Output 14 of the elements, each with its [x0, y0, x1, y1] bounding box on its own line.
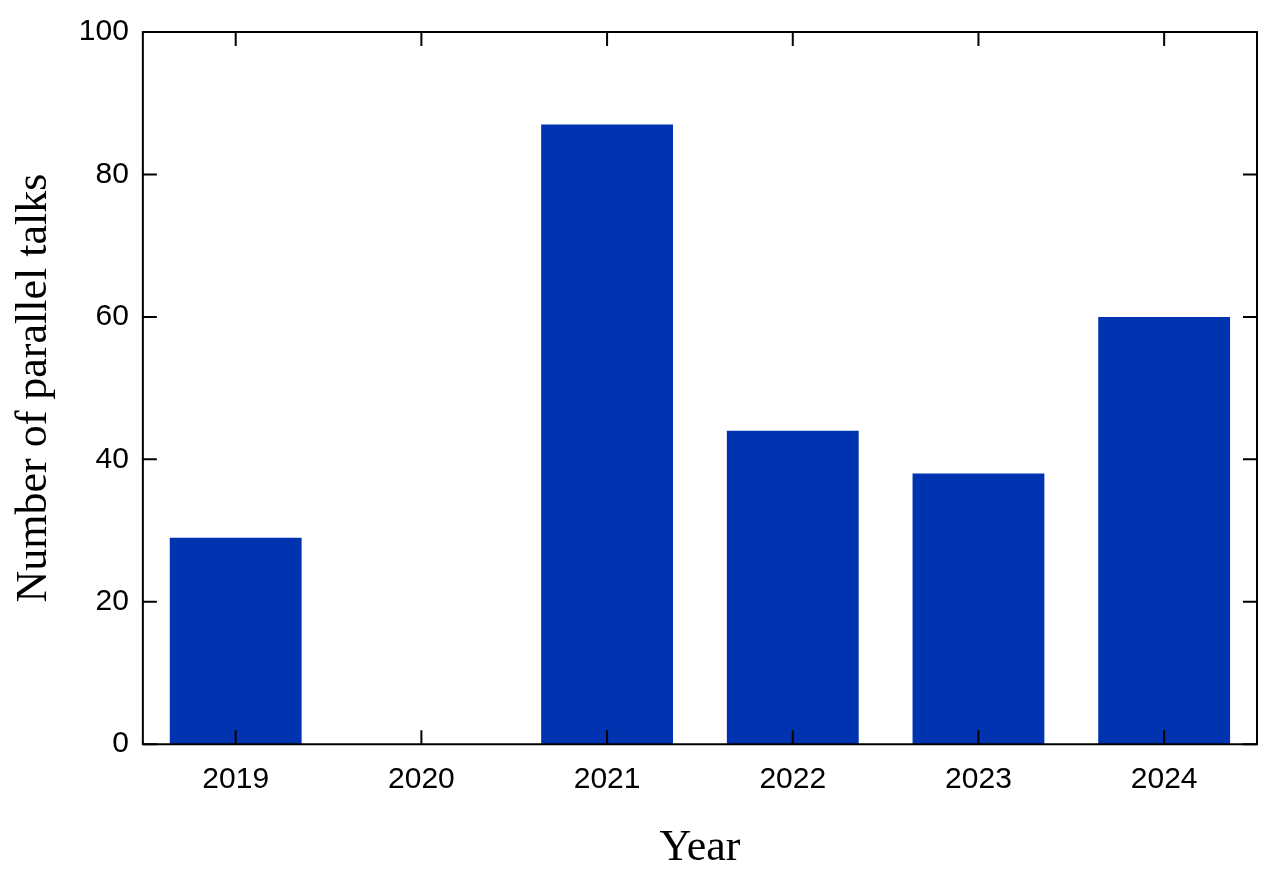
x-tick-label: 2022 [759, 761, 827, 795]
y-tick-label: 20 [95, 583, 129, 617]
x-tick-label: 2023 [945, 761, 1012, 795]
y-tick-label: 60 [95, 298, 129, 332]
x-axis-title: Year [659, 821, 741, 871]
x-tick-label: 2020 [388, 761, 455, 795]
x-tick-label: 2021 [573, 761, 641, 795]
y-tick-label: 0 [112, 725, 129, 759]
x-tick-label: 2019 [202, 761, 270, 795]
y-axis-title: Number of parallel talks [6, 173, 56, 603]
y-tick-label: 80 [95, 155, 129, 189]
y-tick-label: 100 [78, 13, 129, 47]
x-tick-label: 2024 [1130, 761, 1198, 795]
y-tick-label: 40 [95, 440, 129, 474]
